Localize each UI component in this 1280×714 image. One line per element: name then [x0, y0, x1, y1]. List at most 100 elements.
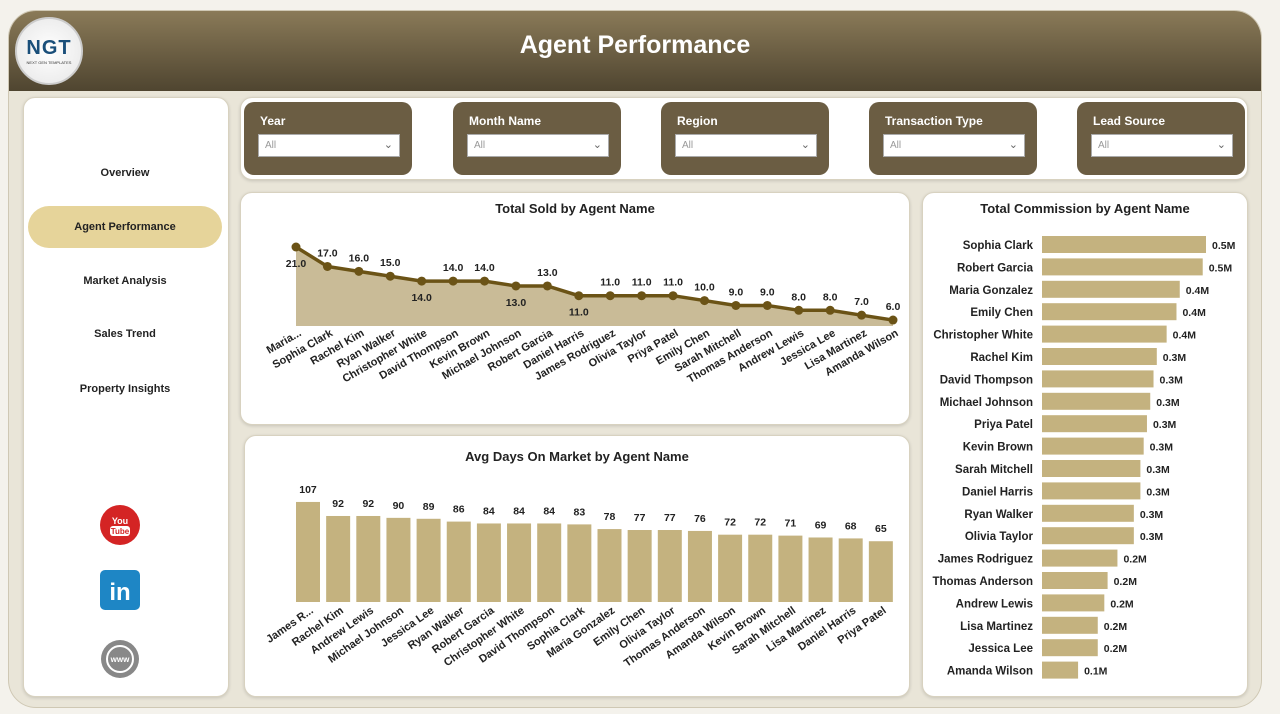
- bar: [1042, 325, 1167, 343]
- web-icon[interactable]: www: [100, 639, 140, 679]
- filter-lead-source: Lead Source All ⌄: [1077, 102, 1245, 175]
- data-label: 86: [453, 504, 465, 516]
- bar: [1042, 572, 1108, 589]
- y-tick-label: Jessica Lee: [968, 643, 1033, 655]
- data-label: 69: [815, 519, 827, 531]
- bar: [687, 530, 712, 602]
- y-tick-label: Kevin Brown: [963, 442, 1033, 454]
- bar: [507, 523, 532, 602]
- data-point: [448, 276, 458, 286]
- filter-dropdown[interactable]: All ⌄: [258, 134, 400, 157]
- data-label: 10.0: [694, 282, 715, 294]
- filter-label: Region: [677, 114, 718, 128]
- data-label: 83: [574, 506, 586, 518]
- data-label: 14.0: [411, 292, 432, 304]
- data-label: 17.0: [317, 247, 338, 259]
- y-tick-label: Emily Chen: [970, 307, 1033, 319]
- bar: [1042, 482, 1141, 500]
- filter-bar: Year All ⌄ Month Name All ⌄ Region All ⌄ Transact…: [240, 97, 1248, 180]
- filter-label: Transaction Type: [885, 114, 983, 128]
- logo: NGT NEXT GEN TEMPLATES: [15, 17, 83, 85]
- nav-market-analysis[interactable]: Market Analysis: [83, 275, 167, 287]
- data-label: 84: [513, 505, 525, 517]
- y-tick-label: Daniel Harris: [962, 486, 1033, 498]
- filter-dropdown[interactable]: All ⌄: [1091, 134, 1233, 157]
- bar: [1042, 616, 1098, 634]
- y-tick-label: Rachel Kim: [970, 352, 1033, 364]
- header: NGT NEXT GEN TEMPLATES Agent Performance: [9, 11, 1261, 91]
- data-point: [385, 271, 395, 281]
- filter-value: All: [474, 140, 486, 151]
- bar: [1042, 370, 1154, 388]
- bar: [1042, 661, 1079, 679]
- data-point: [542, 281, 552, 291]
- filter-transaction-type: Transaction Type All ⌄: [869, 102, 1037, 175]
- nav-agent-performance[interactable]: Agent Performance: [28, 206, 222, 248]
- data-point: [417, 276, 427, 286]
- svg-text:You: You: [112, 516, 128, 526]
- bar: [416, 518, 441, 602]
- data-label: 11.0: [632, 277, 652, 289]
- data-label: 0.5M: [1212, 240, 1236, 252]
- data-label: 14.0: [474, 262, 495, 274]
- data-label: 0.3M: [1150, 442, 1174, 454]
- data-label: 11.0: [569, 307, 589, 319]
- y-tick-label: Andrew Lewis: [956, 598, 1033, 610]
- linkedin-icon[interactable]: in: [100, 570, 140, 610]
- chart-title: Total Commission by Agent Name: [980, 201, 1190, 216]
- filter-dropdown[interactable]: All ⌄: [883, 134, 1025, 157]
- filter-value: All: [682, 140, 694, 151]
- bar: [868, 541, 893, 602]
- data-point: [825, 305, 835, 315]
- data-point: [668, 291, 678, 301]
- filter-dropdown[interactable]: All ⌄: [467, 134, 609, 157]
- bar: [1042, 303, 1177, 321]
- bar: [446, 521, 471, 602]
- y-tick-label: Priya Patel: [974, 419, 1033, 431]
- page-title: Agent Performance: [519, 31, 751, 59]
- bar: [1042, 639, 1098, 657]
- data-label: 92: [332, 498, 344, 510]
- data-label: 72: [754, 517, 766, 529]
- filter-label: Lead Source: [1093, 114, 1166, 128]
- bar: [1042, 549, 1118, 567]
- data-label: 0.2M: [1110, 598, 1134, 610]
- bar: [567, 524, 592, 602]
- y-tick-label: Maria Gonzalez: [949, 285, 1033, 297]
- data-label: 92: [362, 498, 374, 510]
- avg-days-chart: Avg Days On Market by Agent Name 107 Jame…: [244, 435, 910, 697]
- nav-sales-trend[interactable]: Sales Trend: [94, 328, 156, 340]
- filter-region: Region All ⌄: [661, 102, 829, 175]
- data-label: 0.4M: [1173, 330, 1197, 342]
- data-point: [731, 300, 741, 310]
- series-line: [295, 245, 894, 322]
- filter-value: All: [1098, 140, 1110, 151]
- data-label: 0.3M: [1140, 509, 1164, 521]
- data-label: 84: [483, 505, 495, 517]
- data-label: 0.3M: [1146, 464, 1170, 476]
- filter-value: All: [265, 140, 277, 151]
- data-label: 21.0: [286, 258, 307, 270]
- data-label: 15.0: [380, 257, 401, 269]
- bar: [1042, 236, 1206, 253]
- sidebar: Overview Agent Performance Market Analys…: [23, 97, 229, 697]
- total-sold-chart: Total Sold by Agent Name 21.0 Maria... 17.…: [240, 192, 910, 425]
- nav-overview[interactable]: Overview: [100, 167, 150, 179]
- data-label: 72: [724, 517, 736, 529]
- filter-dropdown[interactable]: All ⌄: [675, 134, 817, 157]
- data-label: 90: [393, 500, 405, 512]
- nav-property-insights[interactable]: Property Insights: [79, 383, 171, 395]
- data-label: 9.0: [729, 286, 744, 298]
- bar: [386, 517, 411, 602]
- data-label: 0.1M: [1084, 666, 1108, 678]
- svg-text:www: www: [110, 655, 130, 664]
- bar: [296, 501, 320, 602]
- data-point: [699, 296, 709, 306]
- data-point: [291, 242, 301, 252]
- y-tick-label: Sophia Clark: [963, 240, 1034, 252]
- y-tick-label: Ryan Walker: [964, 509, 1033, 521]
- svg-text:Tube: Tube: [111, 527, 130, 536]
- data-point: [511, 281, 521, 291]
- data-point: [794, 305, 804, 315]
